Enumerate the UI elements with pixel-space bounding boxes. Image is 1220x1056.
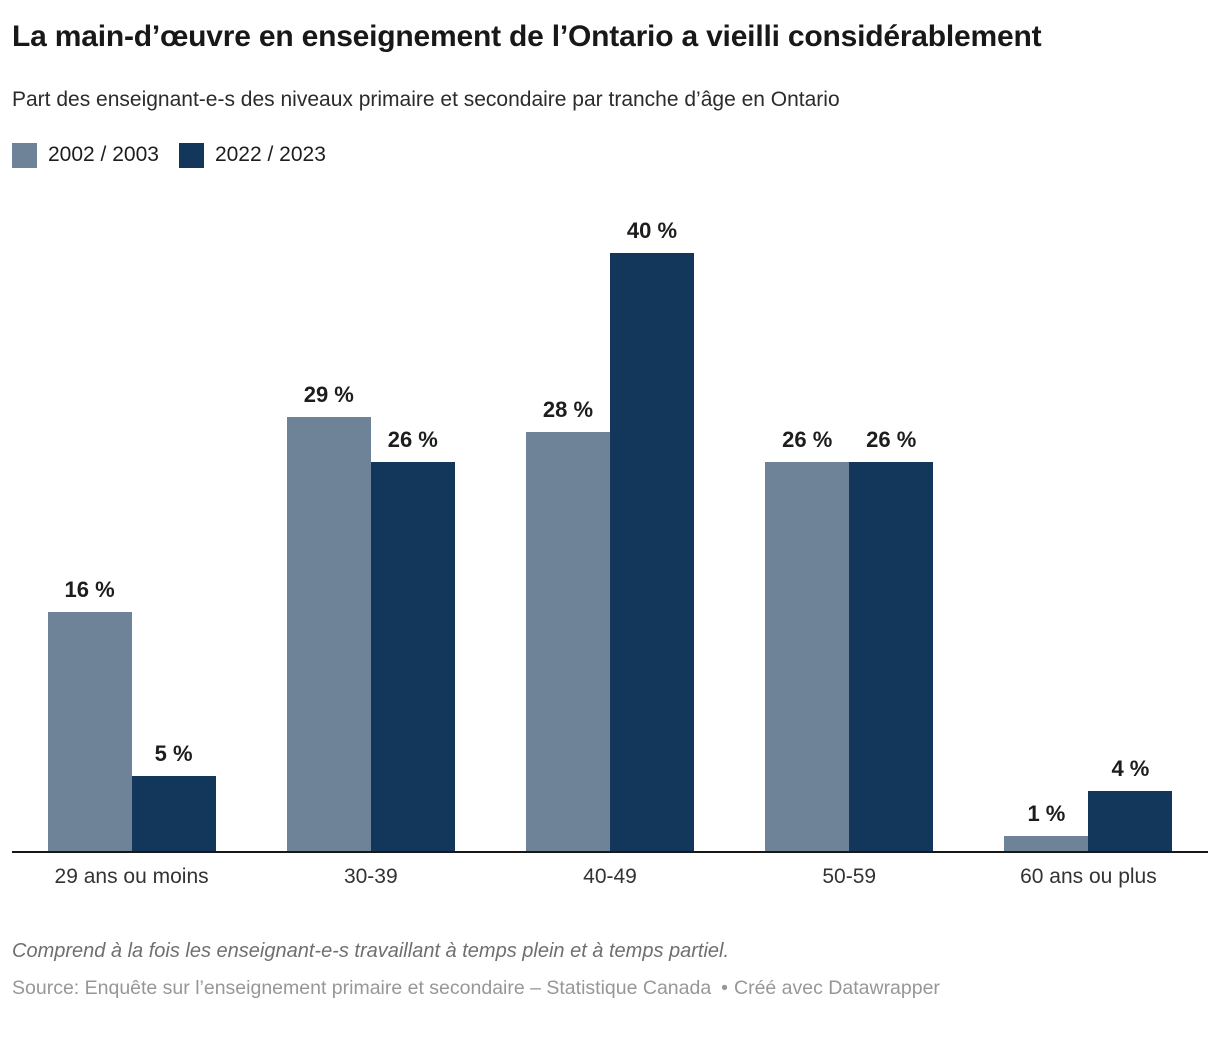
legend: 2002 / 2003 2022 / 2023 [12,142,1208,168]
chart-subtitle: Part des enseignant-e-s des niveaux prim… [12,88,840,111]
bar-2002-2003 [286,417,371,851]
bar-group-50-59: 26 % 26 % [730,427,969,851]
value-label: 28 % [542,397,594,422]
source-line: Source: Enquête sur l’enseignement prima… [12,975,1208,1002]
bar-chart: 16 % 5 % 29 % 26 % [12,195,1208,853]
source-text: Source: Enquête sur l’enseignement prima… [12,977,712,999]
x-axis-label: 29 ans ou moins [54,865,209,888]
source-separator: • [721,977,728,999]
bar-group-29-ou-moins: 16 % 5 % [12,577,251,851]
legend-item-2022-2023: 2022 / 2023 [178,142,326,168]
value-label: 26 % [866,427,917,452]
x-axis-label: 30-39 [343,865,398,888]
bar-2022-2023 [610,253,694,851]
bar-2002-2003 [526,432,610,851]
value-label: 4 % [1111,756,1150,781]
chart-title: La main-d’œuvre en enseignement de l’Ont… [12,20,1042,53]
value-label: 26 % [387,427,438,452]
value-label: 40 % [626,218,678,243]
value-label: 1 % [1027,801,1066,826]
value-label: 26 % [782,427,833,452]
value-label: 29 % [303,382,354,407]
bar-2022-2023 [131,776,216,851]
bar-2002-2003 [765,462,850,851]
legend-swatch-2002-2003 [12,142,37,168]
bar-2022-2023 [370,462,455,851]
x-axis-label: 50-59 [822,865,877,888]
x-axis-label: 40-49 [583,865,637,888]
value-label: 5 % [154,741,193,766]
legend-item-2002-2003: 2002 / 2003 [12,142,159,168]
legend-label: 2002 / 2003 [48,143,159,166]
bar-2002-2003 [1004,836,1089,851]
bar-2022-2023 [1088,791,1173,851]
legend-label: 2022 / 2023 [214,143,326,166]
x-axis: 29 ans ou moins 30-39 40-49 50-59 60 ans… [12,862,1208,891]
bar-group-60-ou-plus: 1 % 4 % [969,756,1208,851]
datawrapper-credit-link[interactable]: Créé avec Datawrapper [734,977,940,999]
bar-group-40-49: 28 % 40 % [490,218,729,851]
footnote: Comprend à la fois les enseignant-e-s tr… [12,940,730,962]
bar-group-30-39: 29 % 26 % [251,382,490,851]
value-label: 16 % [64,577,115,602]
x-axis-label: 60 ans ou plus [1020,865,1157,888]
legend-swatch-2022-2023 [178,142,204,168]
bar-2002-2003 [47,612,132,851]
bar-2022-2023 [849,462,934,851]
